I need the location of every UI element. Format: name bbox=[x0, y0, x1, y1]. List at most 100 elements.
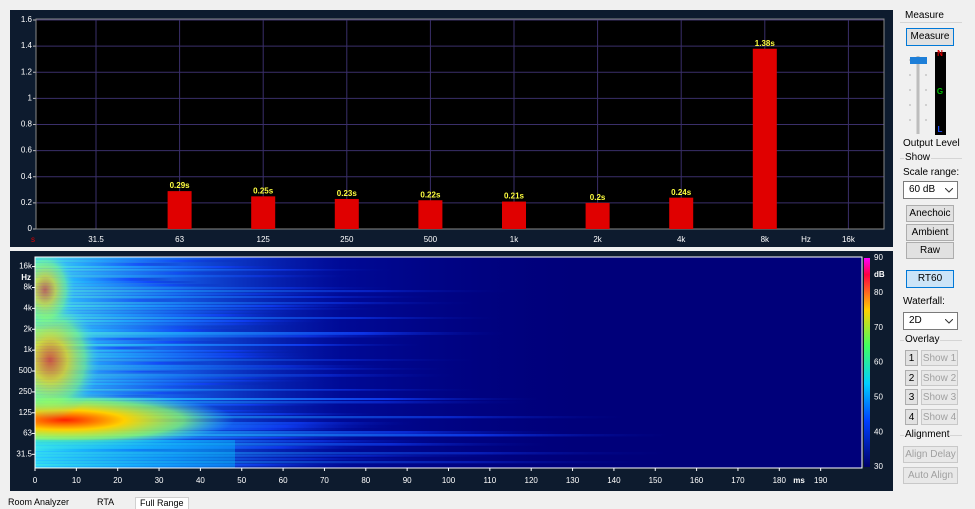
slider-thumb[interactable] bbox=[910, 57, 927, 64]
texture bbox=[35, 329, 253, 332]
texture bbox=[35, 300, 100, 420]
x-tick-label: 130 bbox=[566, 476, 580, 485]
scale-range-label: Scale range: bbox=[903, 167, 960, 178]
y-tick-label: 4k bbox=[24, 303, 33, 312]
y-tick-label: 1.6 bbox=[21, 15, 33, 24]
texture bbox=[35, 443, 546, 446]
scale-range-select[interactable]: 60 dB bbox=[903, 181, 958, 199]
texture bbox=[35, 356, 324, 358]
texture bbox=[35, 269, 392, 271]
x-tick-label: 2k bbox=[593, 235, 602, 244]
bar bbox=[167, 191, 192, 229]
value-label: 0.21s bbox=[504, 192, 525, 201]
y-tick-label: 1 bbox=[28, 93, 33, 102]
view-button[interactable]: Raw bbox=[906, 242, 954, 259]
overlay-show-button[interactable]: Show 4 bbox=[921, 408, 958, 425]
texture bbox=[35, 362, 211, 365]
texture bbox=[35, 323, 318, 326]
texture bbox=[35, 365, 393, 368]
texture bbox=[35, 284, 224, 287]
overlay-index[interactable]: 4 bbox=[905, 408, 918, 425]
texture bbox=[35, 308, 391, 310]
meter-label: L bbox=[938, 125, 943, 134]
chevron bbox=[945, 188, 953, 193]
overlay-show-button[interactable]: Show 2 bbox=[921, 369, 958, 386]
bar bbox=[334, 198, 359, 229]
texture bbox=[35, 263, 184, 266]
texture bbox=[35, 341, 233, 344]
texture bbox=[35, 437, 384, 439]
texture bbox=[35, 416, 627, 419]
overlay-index[interactable]: 1 bbox=[905, 350, 918, 366]
texture bbox=[35, 344, 421, 346]
overlay-show-button[interactable]: Show 1 bbox=[921, 350, 958, 366]
y-tick-label: 16k bbox=[19, 262, 33, 271]
x-unit: Hz bbox=[801, 235, 811, 244]
tab[interactable]: RTA bbox=[97, 497, 115, 507]
value-label: 0.24s bbox=[671, 188, 692, 197]
overlay-show-button[interactable]: Show 3 bbox=[921, 389, 958, 405]
texture bbox=[35, 389, 480, 391]
texture bbox=[35, 383, 275, 385]
texture bbox=[35, 287, 397, 289]
view-button[interactable]: Anechoic bbox=[906, 205, 954, 222]
measure-button[interactable]: Measure bbox=[906, 28, 954, 46]
x-tick-label: 170 bbox=[731, 476, 745, 485]
tab[interactable]: Room Analyzer bbox=[8, 497, 70, 507]
x-tick-label: 100 bbox=[442, 476, 456, 485]
y-unit: s bbox=[31, 235, 35, 244]
texture bbox=[35, 332, 504, 335]
texture bbox=[35, 440, 444, 443]
plot-border bbox=[35, 18, 885, 230]
x-tick-label: 500 bbox=[424, 235, 438, 244]
x-tick-label: 190 bbox=[814, 476, 828, 485]
texture bbox=[35, 326, 241, 329]
bar bbox=[418, 200, 443, 229]
view-button[interactable]: Ambient bbox=[906, 224, 954, 241]
spectrogram-image bbox=[35, 257, 671, 468]
rt60-button[interactable]: RT60 bbox=[906, 270, 954, 288]
value-label: 0.29s bbox=[170, 181, 191, 190]
y-tick-label: 0.4 bbox=[21, 172, 33, 181]
texture bbox=[35, 434, 670, 437]
texture bbox=[35, 440, 235, 468]
texture bbox=[35, 311, 318, 313]
value-label: 0.2s bbox=[590, 193, 606, 202]
y-tick-label: 0.2 bbox=[21, 198, 33, 207]
x-tick-label: 0 bbox=[33, 476, 38, 485]
align-button[interactable]: Align Delay bbox=[903, 446, 958, 463]
value-label: 0.22s bbox=[420, 190, 441, 199]
texture bbox=[35, 446, 386, 449]
waterfall-select[interactable]: 2D bbox=[903, 312, 958, 330]
texture bbox=[35, 281, 199, 284]
x-tick-label: 180 bbox=[773, 476, 787, 485]
y-unit: Hz bbox=[21, 273, 31, 282]
x-tick-label: 31.5 bbox=[88, 235, 104, 244]
group-label: Overlay bbox=[904, 334, 941, 345]
texture bbox=[35, 290, 510, 293]
x-tick-label: 50 bbox=[237, 476, 246, 485]
group-label: Measure bbox=[904, 10, 945, 21]
align-button[interactable]: Auto Align bbox=[903, 467, 958, 484]
texture bbox=[35, 320, 334, 323]
colorbar-tick-label: 80 bbox=[874, 288, 883, 297]
overlay-index[interactable]: 3 bbox=[905, 389, 918, 405]
x-tick-label: 16k bbox=[842, 235, 856, 244]
texture bbox=[35, 386, 227, 388]
texture bbox=[35, 452, 671, 455]
tab[interactable]: Full Range bbox=[135, 497, 189, 509]
texture bbox=[35, 272, 240, 275]
texture bbox=[35, 266, 303, 268]
select-value: 2D bbox=[909, 315, 922, 326]
texture bbox=[35, 338, 164, 340]
y-tick-label: 250 bbox=[19, 387, 33, 396]
bar bbox=[669, 197, 694, 229]
x-tick-label: 125 bbox=[257, 235, 271, 244]
texture bbox=[35, 458, 430, 460]
x-tick-label: 1k bbox=[510, 235, 519, 244]
texture bbox=[35, 401, 528, 404]
texture bbox=[35, 464, 358, 466]
charts: 00.20.40.60.811.21.41.631.5 63 125 250 500 1k… bbox=[10, 10, 893, 491]
x-tick-label: 63 bbox=[175, 235, 184, 244]
overlay-index[interactable]: 2 bbox=[905, 369, 918, 386]
